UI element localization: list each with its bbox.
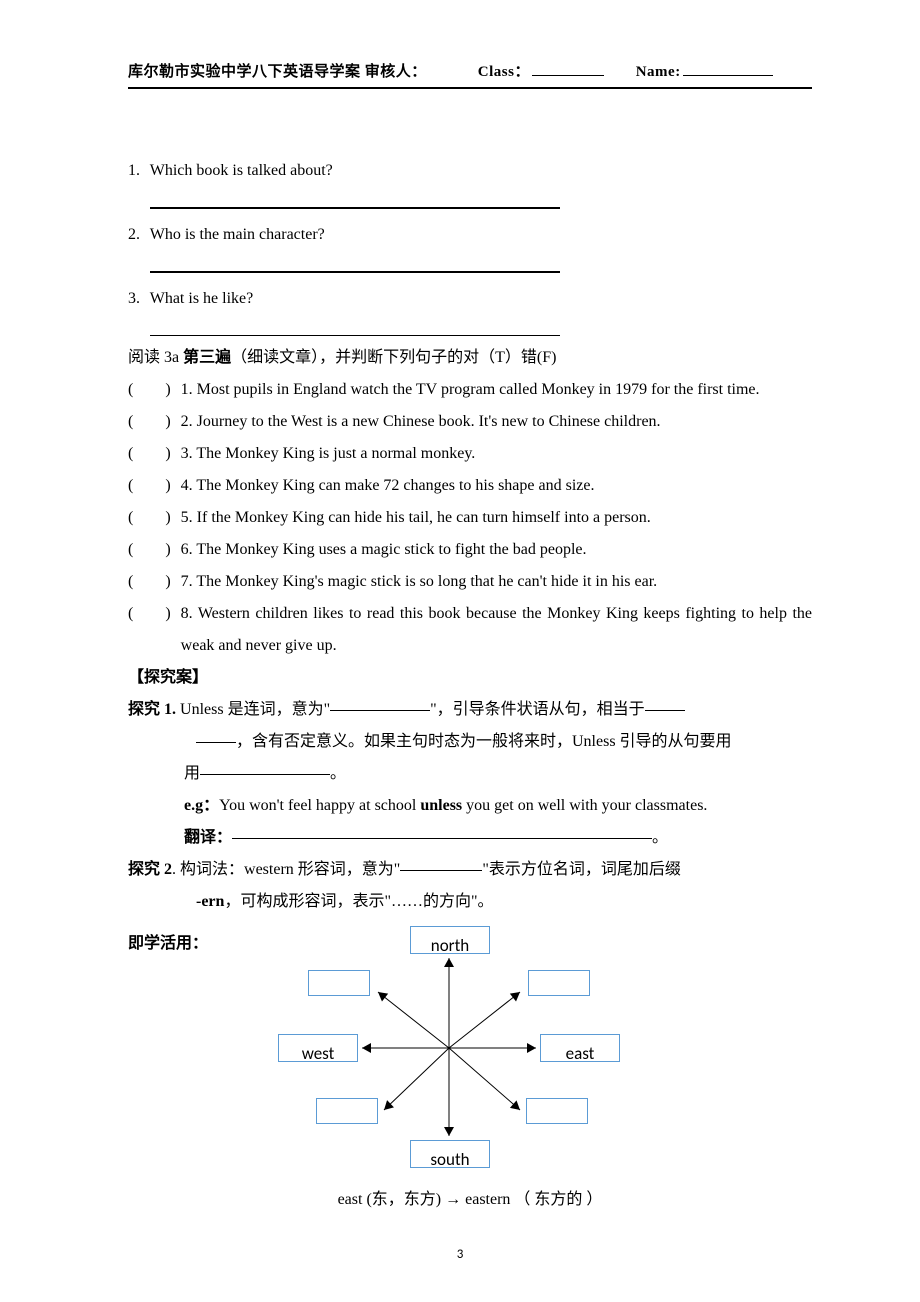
eg-label: e.g： <box>184 797 219 814</box>
q3-text: What is he like? <box>150 290 254 307</box>
name-label: Name: <box>636 64 681 80</box>
tf-text: 4. The Monkey King can make 72 changes t… <box>175 470 812 502</box>
question-2: 2. Who is the main character? <box>128 219 812 251</box>
page-header: 库尔勒市实验中学八下英语导学案 审核人： Class： Name: <box>128 60 812 89</box>
q1-num: 1. <box>128 155 146 187</box>
tf-text: 6. The Monkey King uses a magic stick to… <box>175 534 812 566</box>
tanjiu-2: 探究 2. 构词法：western 形容词，意为" "表示方位名词，词尾加后缀 -… <box>128 854 812 918</box>
tf-item: ( ) 1. Most pupils in England watch the … <box>128 374 812 406</box>
tf-paren[interactable]: ( ) <box>128 598 175 662</box>
trans-end: 。 <box>652 829 668 846</box>
tanjiu1-blank2b[interactable] <box>196 742 236 743</box>
tanjiu2-blank1[interactable] <box>400 870 482 871</box>
tf-text: 1. Most pupils in England watch the TV p… <box>175 374 812 406</box>
tanjiu2-label: 探究 2 <box>128 861 172 878</box>
content-body: 1. Which book is talked about? 2. Who is… <box>128 155 812 1216</box>
page: 库尔勒市实验中学八下英语导学案 审核人： Class： Name: 1. Whi… <box>0 0 920 1302</box>
tf-paren[interactable]: ( ) <box>128 374 175 406</box>
class-blank[interactable] <box>532 75 604 76</box>
tanjiu1-eg: e.g：You won't feel happy at school unles… <box>128 790 812 822</box>
tf-item: ( ) 5. If the Monkey King can hide his t… <box>128 502 812 534</box>
tf-item: ( ) 2. Journey to the West is a new Chin… <box>128 406 812 438</box>
tf-paren[interactable]: ( ) <box>128 534 175 566</box>
q1-text: Which book is talked about? <box>150 162 333 179</box>
tanjiu1-blank2[interactable] <box>645 710 685 711</box>
reading-prefix: 阅读 3a <box>128 349 183 366</box>
tanjiu1-label: 探究 1. <box>128 701 176 718</box>
q2-text: Who is the main character? <box>150 226 325 243</box>
tf-paren[interactable]: ( ) <box>128 470 175 502</box>
q2-answer-line[interactable] <box>150 253 560 273</box>
tf-item: ( ) 4. The Monkey King can make 72 chang… <box>128 470 812 502</box>
tf-text: 2. Journey to the West is a new Chinese … <box>175 406 812 438</box>
compass-diagram: north west east south <box>238 926 658 1176</box>
tf-item: ( ) 7. The Monkey King's magic stick is … <box>128 566 812 598</box>
compass-box-ne[interactable] <box>528 970 590 996</box>
tf-paren[interactable]: ( ) <box>128 438 175 470</box>
question-3: 3. What is he like? <box>128 283 812 315</box>
page-number: 3 <box>0 1247 920 1262</box>
reading-intro: 阅读 3a 第三遍（细读文章），并判断下列句子的对（T）错(F) <box>128 342 812 374</box>
compass-box-nw[interactable] <box>308 970 370 996</box>
tanjiu1-blank3[interactable] <box>200 774 330 775</box>
tanjiu1-text-a: Unless 是连词，意为" <box>176 701 330 718</box>
tf-paren[interactable]: ( ) <box>128 502 175 534</box>
compass-section: 即学活用： north west east south <box>128 926 812 1176</box>
eg-a: You won't feel happy at school <box>219 797 420 814</box>
tf-item: ( ) 3. The Monkey King is just a normal … <box>128 438 812 470</box>
compass-box-sw[interactable] <box>316 1098 378 1124</box>
practice-label: 即学活用： <box>128 928 208 960</box>
derivation-line: east (东，东方) → eastern （ 东方的 ） <box>128 1184 812 1216</box>
trans-blank[interactable] <box>232 838 652 839</box>
tanjiu2-text-a: . 构词法：western 形容词，意为" <box>172 861 400 878</box>
tf-text: 3. The Monkey King is just a normal monk… <box>175 438 812 470</box>
eg-bold: unless <box>420 797 462 814</box>
header-text: 库尔勒市实验中学八下英语导学案 审核人： <box>128 64 427 80</box>
q3-num: 3. <box>128 283 146 315</box>
tf-item: ( ) 6. The Monkey King uses a magic stic… <box>128 534 812 566</box>
compass-box-north: north <box>410 926 490 954</box>
tanjiu2-bold: -ern <box>196 893 224 910</box>
tf-paren[interactable]: ( ) <box>128 406 175 438</box>
name-blank[interactable] <box>683 75 773 76</box>
reading-rest: （细读文章），并判断下列句子的对（T）错(F) <box>231 349 556 366</box>
tanjiu1-text2: ，含有否定意义。如果主句时态为一般将来时，Unless 引导的从句要用 <box>236 733 732 750</box>
tanjiu2-text-b: "表示方位名词，词尾加后缀 <box>482 861 681 878</box>
compass-box-south: south <box>410 1140 490 1168</box>
q3-answer-line[interactable] <box>150 317 560 336</box>
tanjiu-section-head: 【探究案】 <box>128 662 812 694</box>
tanjiu1-line2b: 用。 <box>128 758 812 790</box>
tf-text: 5. If the Monkey King can hide his tail,… <box>175 502 812 534</box>
true-false-list: ( ) 1. Most pupils in England watch the … <box>128 374 812 662</box>
tf-item: ( ) 8. Western children likes to read th… <box>128 598 812 662</box>
tanjiu2-line2: -ern，可构成形容词，表示"……的方向"。 <box>128 886 812 918</box>
tanjiu1-line2: ，含有否定意义。如果主句时态为一般将来时，Unless 引导的从句要用 <box>128 726 812 758</box>
trans-label: 翻译： <box>184 829 232 846</box>
reading-bold: 第三遍 <box>183 349 231 366</box>
tanjiu1-trans: 翻译： 。 <box>128 822 812 854</box>
tanjiu-1: 探究 1. Unless 是连词，意为" "，引导条件状语从句，相当于 ，含有否定… <box>128 694 812 854</box>
eg-b: you get on well with your classmates. <box>462 797 707 814</box>
compass-box-se[interactable] <box>526 1098 588 1124</box>
tf-text: 8. Western children likes to read this b… <box>175 598 812 662</box>
tanjiu1-text2-end: 。 <box>330 765 346 782</box>
q1-answer-line[interactable] <box>150 189 560 209</box>
tanjiu1-blank1[interactable] <box>330 710 430 711</box>
q2-num: 2. <box>128 219 146 251</box>
question-1: 1. Which book is talked about? <box>128 155 812 187</box>
compass-box-east: east <box>540 1034 620 1062</box>
tf-paren[interactable]: ( ) <box>128 566 175 598</box>
tanjiu1-text-b: "，引导条件状语从句，相当于 <box>430 701 645 718</box>
tanjiu2-rest: ，可构成形容词，表示"……的方向"。 <box>224 893 493 910</box>
class-label: Class： <box>478 64 530 80</box>
tf-text: 7. The Monkey King's magic stick is so l… <box>175 566 812 598</box>
compass-box-west: west <box>278 1034 358 1062</box>
